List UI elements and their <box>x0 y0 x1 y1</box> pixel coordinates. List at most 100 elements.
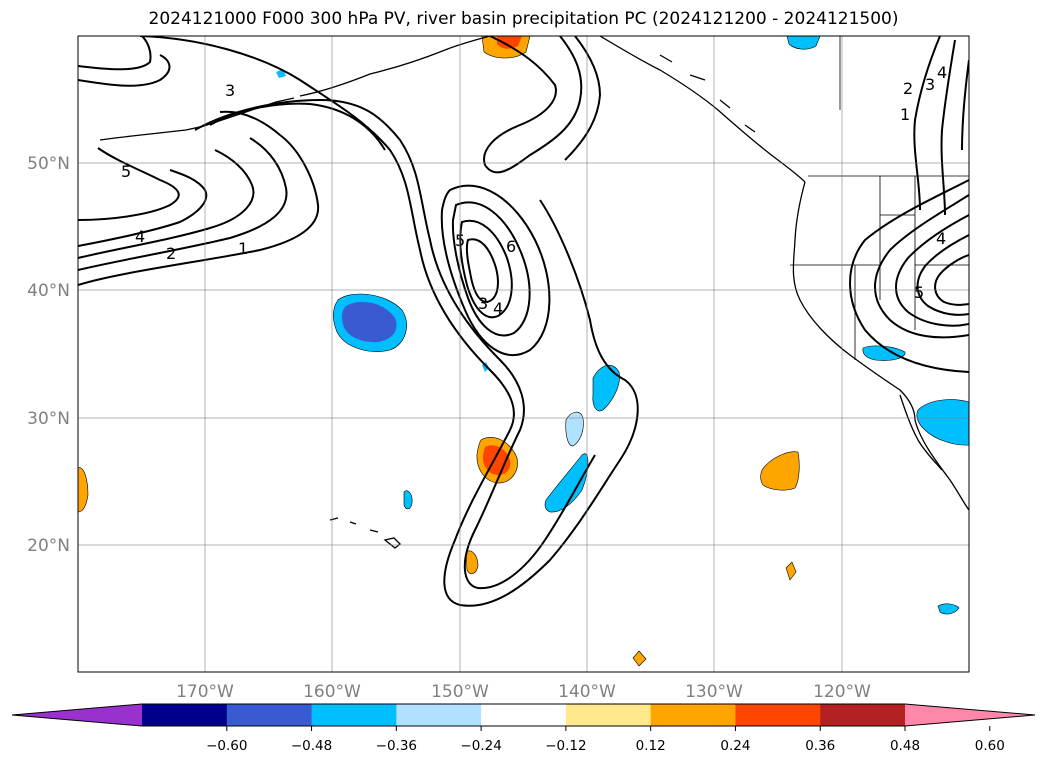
colorbar-tick-label: −0.24 <box>460 738 501 754</box>
contour-label: 4 <box>493 299 503 318</box>
contour-inner-2 <box>451 201 531 337</box>
lon-label: 170°W <box>176 682 234 702</box>
colorbar: −0.60 −0.48 −0.36 −0.24 −0.12 0.12 0.24 0.36 0.4… <box>11 703 1036 754</box>
lat-label: 40°N <box>27 281 70 301</box>
colorbar-tick-label: −0.60 <box>206 738 247 754</box>
lat-label: 50°N <box>27 154 70 174</box>
contour-inner-1 <box>440 184 551 356</box>
contour-main-3 <box>209 102 386 151</box>
colorbar-tick-label: −0.48 <box>291 738 332 754</box>
contour-label: 5 <box>914 283 924 302</box>
colorbar-segment <box>226 704 313 726</box>
contour-label: 5 <box>121 162 131 181</box>
lat-label: 20°N <box>27 536 70 556</box>
precip-patches <box>78 36 969 667</box>
lon-label: 150°W <box>431 682 489 702</box>
bc-islands <box>659 54 756 133</box>
map-title: 2024121000 F000 300 hPa PV, river basin … <box>148 9 899 29</box>
contour-label: 1 <box>900 105 910 124</box>
contour-east-5 <box>895 214 969 327</box>
pv-contours <box>78 36 969 607</box>
colorbar-segment <box>481 704 567 726</box>
alaska-panhandle <box>599 36 806 183</box>
patch-positive-small3 <box>632 650 647 667</box>
alaska-coast <box>299 36 491 97</box>
contour-label: 4 <box>135 227 145 246</box>
colorbar-tick-label: 0.48 <box>890 738 920 754</box>
patch-positive-west-edge <box>78 467 89 513</box>
patch-negative-west-core <box>342 302 397 343</box>
coastlines <box>99 36 969 549</box>
patch-positive-alaska-core <box>497 36 522 49</box>
contour-west-2 <box>78 137 288 271</box>
colorbar-extend-high <box>905 704 1035 726</box>
contour-east-2 <box>940 39 956 216</box>
colorbar-extend-low <box>12 704 142 726</box>
contour-label: 4 <box>936 229 946 248</box>
colorbar-tick-label: 0.24 <box>720 738 750 754</box>
patch-negative-band1 <box>592 364 620 412</box>
contour-main-2 <box>194 98 596 590</box>
contour-east-4 <box>874 194 969 339</box>
borders <box>790 36 969 360</box>
lon-label: 160°W <box>303 682 361 702</box>
contour-label: 2 <box>903 79 913 98</box>
patch-positive-small2 <box>785 561 797 581</box>
lat-tick-labels: 20°N 30°N 40°N 50°N <box>27 154 70 556</box>
patch-negative-band2 <box>565 411 584 447</box>
contour-north-2 <box>564 36 602 161</box>
gridlines <box>78 36 969 672</box>
contour-east-8 <box>849 179 969 373</box>
contour-east-6 <box>916 234 969 316</box>
colorbar-segment <box>396 704 482 726</box>
patch-negative-mexico <box>916 399 969 446</box>
contour-label: 6 <box>506 237 516 256</box>
contour-label: 2 <box>166 244 176 263</box>
colorbar-tick-label: 0.60 <box>975 738 1005 754</box>
contour-east-1 <box>913 36 941 211</box>
colorbar-segment <box>820 704 906 726</box>
contour-inner-4 <box>465 238 499 304</box>
contour-label: 1 <box>238 239 248 258</box>
contour-main-1 <box>139 36 639 607</box>
colorbar-segment <box>735 704 821 726</box>
patch-negative-band3 <box>544 453 589 513</box>
contour-east-7 <box>934 254 969 306</box>
colorbar-segment <box>565 704 652 726</box>
lon-label: 120°W <box>813 682 871 702</box>
colorbar-outline <box>11 703 1036 727</box>
hawaii <box>329 517 401 549</box>
patch-negative-north <box>786 36 821 50</box>
contour-west-3 <box>78 149 255 259</box>
contour-labels: 5 3 4 2 1 5 6 3 4 2 3 1 4 4 5 <box>121 63 947 318</box>
contour-east-3 <box>961 59 969 151</box>
lon-label: 130°W <box>685 682 743 702</box>
aleutians <box>99 97 295 141</box>
map-frame <box>77 35 970 673</box>
lat-label: 30°N <box>27 409 70 429</box>
colorbar-tick-label: 0.36 <box>805 738 835 754</box>
baja <box>899 394 943 471</box>
colorbar-tick-label: −0.12 <box>545 738 586 754</box>
contour-label: 3 <box>478 294 488 313</box>
colorbar-tick-label: −0.36 <box>376 738 417 754</box>
contour-west-1 <box>78 110 320 286</box>
colorbar-segment <box>311 704 397 726</box>
lon-label: 140°W <box>558 682 616 702</box>
patch-positive-east <box>760 451 800 491</box>
contour-label: 3 <box>925 75 935 94</box>
colorbar-tick-label: 0.12 <box>636 738 666 754</box>
us-west-coast <box>792 181 969 511</box>
lon-tick-labels: 170°W 160°W 150°W 140°W 130°W 120°W <box>176 682 871 702</box>
colorbar-segment <box>142 704 228 726</box>
contour-label: 4 <box>937 63 947 82</box>
contour-north-1 <box>483 36 583 174</box>
contour-west-4 <box>78 169 208 247</box>
contour-label: 3 <box>225 81 235 100</box>
colorbar-segment <box>650 704 736 726</box>
contour-west-7 <box>78 36 152 71</box>
contour-west-6 <box>78 54 171 87</box>
patch-positive-small1 <box>465 550 479 575</box>
contour-west-5 <box>78 147 180 221</box>
